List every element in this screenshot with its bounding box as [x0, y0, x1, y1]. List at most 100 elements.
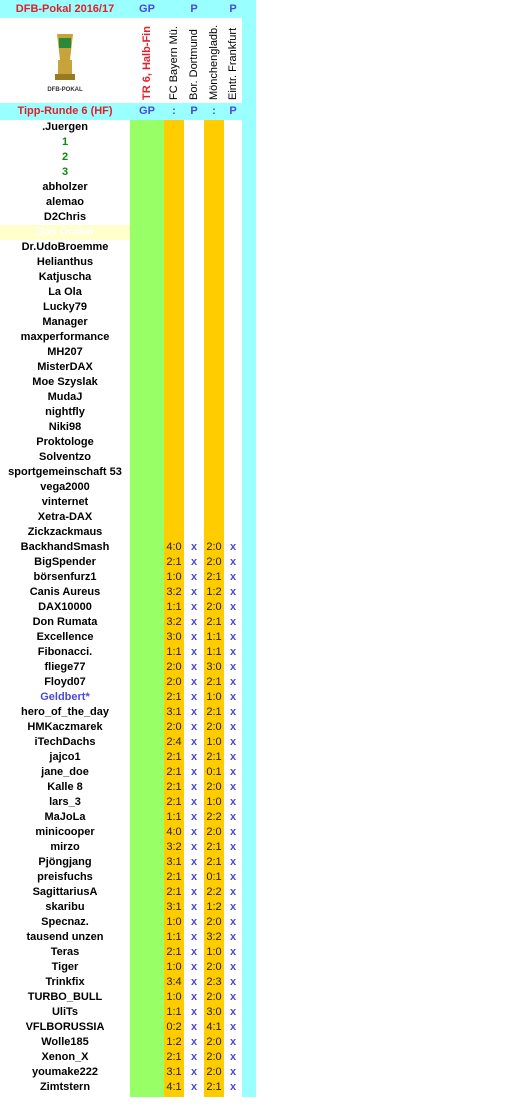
player-name: Manager [42, 316, 88, 328]
player-name: TURBO_BULL [27, 991, 103, 1003]
player-name: BackhandSmash [20, 541, 110, 553]
tip: 2:1 [166, 946, 182, 958]
player-name: HMKaczmarek [27, 721, 103, 733]
tip: 2:1 [166, 796, 182, 808]
points: x [190, 781, 198, 793]
subheader-col: : [212, 105, 216, 117]
player-name: Dr.UdoBroemme [21, 241, 109, 253]
tip: 4:0 [166, 541, 182, 553]
col-label: P [190, 3, 198, 15]
subheader-col: GP [139, 105, 155, 117]
player-name: Pjöngjang [38, 856, 92, 868]
tip: 4:1 [166, 1081, 182, 1093]
tip: 1:0 [206, 946, 222, 958]
tip: 2:0 [206, 1066, 222, 1078]
player-name: tausend unzen [26, 931, 104, 943]
tip: 4:0 [166, 826, 182, 838]
points: x [190, 931, 198, 943]
tip: 2:0 [166, 661, 182, 673]
player-name: MisterDAX [37, 361, 93, 373]
points: x [229, 826, 237, 838]
team: Bor. Dortmund [188, 29, 200, 100]
player-name: nightfly [45, 406, 85, 418]
points: x [190, 751, 198, 763]
points: x [190, 586, 198, 598]
player-name: Don Rumata [32, 616, 98, 628]
points: x [229, 781, 237, 793]
tip: 2:2 [206, 886, 222, 898]
team: Mönchengladb. [208, 24, 220, 100]
player-name: BigSpender [34, 556, 96, 568]
player-name: Solventzo [39, 451, 91, 463]
points: x [190, 631, 198, 643]
tip: 2:1 [206, 856, 222, 868]
points: x [229, 571, 237, 583]
team: FC Bayern Mü. [168, 26, 180, 100]
player-name: mirzo [50, 841, 80, 853]
tip: 2:1 [166, 871, 182, 883]
logo-text: DFB-POKAL [47, 87, 83, 93]
player-name: Wolle185 [41, 1036, 89, 1048]
tip: 1:0 [206, 796, 222, 808]
tip: 3:0 [206, 661, 222, 673]
tip: 3:2 [166, 841, 182, 853]
points: x [190, 661, 198, 673]
points: x [229, 676, 237, 688]
points: x [229, 1081, 237, 1093]
player-name: 2 [61, 151, 69, 163]
tip: 2:0 [206, 1051, 222, 1063]
points: x [229, 586, 237, 598]
tip: 1:0 [206, 736, 222, 748]
points: x [229, 976, 237, 988]
player-name: alemao [46, 196, 84, 208]
subheader-bar [0, 103, 256, 120]
points: x [229, 631, 237, 643]
player-name: 3 [61, 166, 69, 178]
tip: 2:0 [206, 961, 222, 973]
tip: 1:2 [166, 1036, 182, 1048]
subheader-title: Tipp-Runde 6 (HF) [17, 105, 113, 117]
points: x [190, 556, 198, 568]
points: x [190, 736, 198, 748]
player-name: UliTs [51, 1006, 79, 1018]
player-name: Canis Aureus [29, 586, 101, 598]
tip: 2:0 [206, 781, 222, 793]
points: x [190, 691, 198, 703]
tip: 2:0 [166, 721, 182, 733]
points: x [190, 901, 198, 913]
tip: 2:1 [166, 766, 182, 778]
title: DFB-Pokal 2016/17 [15, 3, 115, 15]
tip: 2:1 [166, 781, 182, 793]
player-name: maxperformance [20, 331, 110, 343]
tip: 1:2 [206, 901, 222, 913]
team: Eintr. Frankfurt [227, 27, 239, 100]
points: x [190, 541, 198, 553]
subheader-col: P [190, 105, 198, 117]
tip: 2:0 [206, 556, 222, 568]
player-name: Teras [50, 946, 80, 958]
points: x [190, 1036, 198, 1048]
player-name: Floyd07 [44, 676, 86, 688]
tip: 3:0 [166, 631, 182, 643]
tip: 1:0 [166, 571, 182, 583]
player-name: Lucky79 [42, 301, 88, 313]
tip: 2:2 [206, 811, 222, 823]
player-name: fliege77 [44, 661, 86, 673]
tip: 2:1 [166, 886, 182, 898]
points: x [190, 1006, 198, 1018]
tip: 3:1 [166, 706, 182, 718]
col-label: P [229, 3, 237, 15]
tip: 2:1 [206, 706, 222, 718]
tip: 3:2 [166, 586, 182, 598]
tip: 2:1 [206, 1081, 222, 1093]
points: x [190, 886, 198, 898]
points: x [229, 901, 237, 913]
tip: 3:1 [166, 901, 182, 913]
tip: 2:1 [166, 1051, 182, 1063]
right-strip [242, 0, 256, 1097]
points: x [229, 736, 237, 748]
player-name: Geldbert* [40, 691, 90, 703]
tip: 2:1 [206, 616, 222, 628]
player-name: preisfuchs [37, 871, 93, 883]
tip: 3:2 [206, 931, 222, 943]
